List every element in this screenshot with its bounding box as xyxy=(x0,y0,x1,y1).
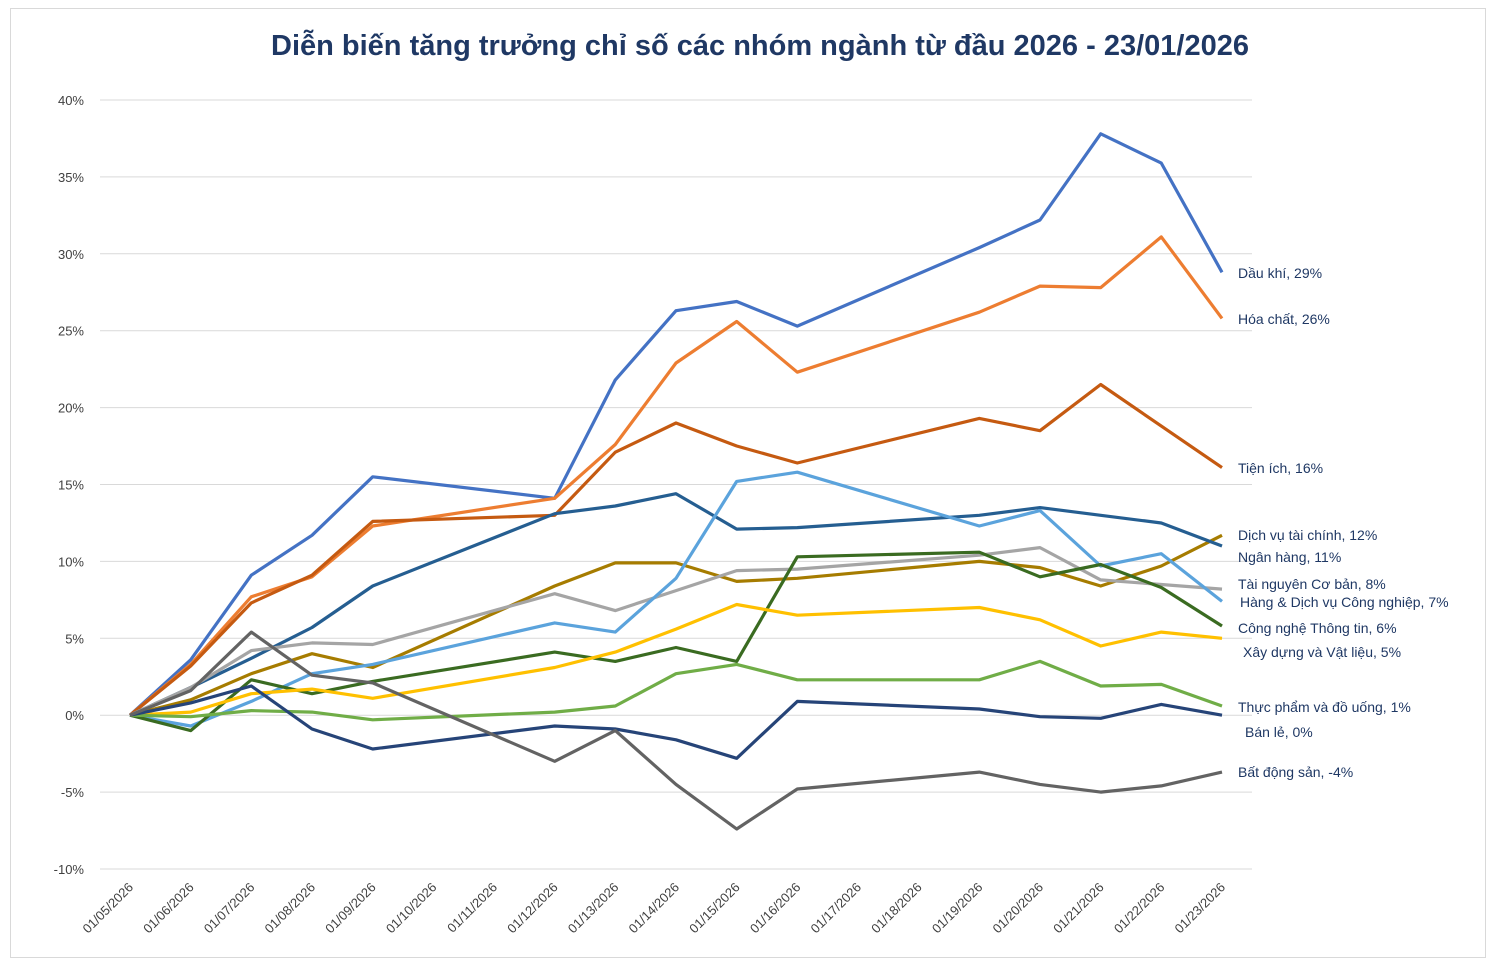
x-tick-label: 01/11/2026 xyxy=(444,880,500,936)
x-tick-label: 01/19/2026 xyxy=(929,880,986,937)
series-label: Tiện ích, 16% xyxy=(1238,460,1323,476)
series-label: Hóa chất, 26% xyxy=(1238,311,1330,327)
y-tick-label: 5% xyxy=(65,631,84,646)
series-line xyxy=(128,382,1223,717)
series-line xyxy=(129,684,1223,760)
y-tick-label: 40% xyxy=(58,93,84,108)
x-tick-label: 01/14/2026 xyxy=(625,880,682,937)
x-tick-label: 01/07/2026 xyxy=(201,880,258,937)
series-labels: Dầu khí, 29% Hóa chất, 26% Tiện ích, 16% Dị… xyxy=(1238,265,1449,780)
series-line xyxy=(128,132,1224,717)
x-tick-label: 01/13/2026 xyxy=(565,880,622,937)
x-tick-label: 01/17/2026 xyxy=(807,880,864,937)
series-label: Hàng & Dịch vụ Công nghiệp, 7% xyxy=(1240,594,1449,610)
x-tick-label: 01/06/2026 xyxy=(140,880,197,937)
series-line xyxy=(129,602,1223,717)
x-tick-label: 01/23/2026 xyxy=(1171,880,1228,937)
x-tick-label: 01/15/2026 xyxy=(686,880,743,937)
gridlines xyxy=(100,99,1252,870)
series-line xyxy=(128,235,1224,717)
y-tick-label: 20% xyxy=(58,401,84,416)
y-tick-label: 15% xyxy=(58,478,84,493)
x-tick-label: 01/12/2026 xyxy=(504,880,561,937)
series-label: Công nghệ Thông tin, 6% xyxy=(1238,620,1397,636)
series-line xyxy=(129,630,1223,831)
x-tick-label: 01/21/2026 xyxy=(1050,880,1107,937)
series-label: Bán lẻ, 0% xyxy=(1245,724,1313,740)
x-tick-label: 01/20/2026 xyxy=(989,880,1046,937)
series-label: Dầu khí, 29% xyxy=(1238,265,1322,281)
y-tick-label: 0% xyxy=(65,708,84,723)
y-axis-ticks: -10% -5% 0% 5% 10% 15% 20% 25% 30% 35% 40% xyxy=(54,93,85,877)
series-lines xyxy=(128,132,1224,831)
x-tick-label: 01/08/2026 xyxy=(261,880,318,937)
x-tick-label: 01/18/2026 xyxy=(868,880,925,937)
x-tick-label: 01/09/2026 xyxy=(322,880,379,937)
series-label: Ngân hàng, 11% xyxy=(1238,549,1341,565)
y-tick-label: 10% xyxy=(58,554,84,569)
series-label: Bất động sản, -4% xyxy=(1238,764,1353,780)
series-line xyxy=(129,550,1223,733)
y-tick-label: 30% xyxy=(58,247,84,262)
series-label: Thực phẩm và đồ uống, 1% xyxy=(1238,699,1411,715)
y-tick-label: -5% xyxy=(61,785,85,800)
x-tick-label: 01/10/2026 xyxy=(383,880,440,937)
y-tick-label: 25% xyxy=(58,324,84,339)
series-line xyxy=(129,533,1223,717)
x-axis-ticks: 01/05/2026 01/06/2026 01/07/2026 01/08/2026… xyxy=(79,880,1228,937)
chart-title: Diễn biến tăng trưởng chỉ số các nhóm ng… xyxy=(271,30,1249,62)
x-tick-label: 01/22/2026 xyxy=(1111,880,1168,937)
series-label: Dịch vụ tài chính, 12% xyxy=(1238,527,1377,543)
series-label: Xây dựng và Vật liệu, 5% xyxy=(1243,644,1401,660)
series-line xyxy=(129,659,1223,722)
y-tick-label: 35% xyxy=(58,170,84,185)
x-tick-label: 01/05/2026 xyxy=(79,880,136,937)
x-tick-label: 01/16/2026 xyxy=(747,880,804,937)
chart-frame xyxy=(10,8,1486,958)
y-tick-label: -10% xyxy=(54,862,85,877)
series-label: Tài nguyên Cơ bản, 8% xyxy=(1238,576,1386,592)
